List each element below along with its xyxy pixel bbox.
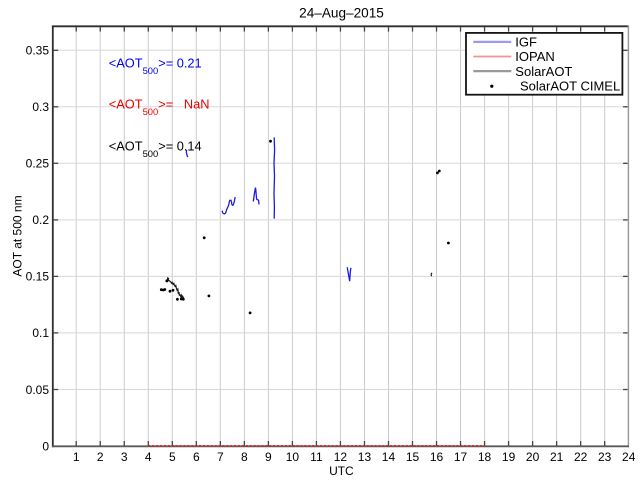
svg-text:AOT at 500 nm: AOT at 500 nm	[10, 195, 24, 276]
svg-text:7: 7	[217, 450, 224, 464]
svg-text:0.25: 0.25	[26, 157, 50, 171]
svg-text:15: 15	[406, 450, 420, 464]
svg-text:16: 16	[430, 450, 444, 464]
svg-text:0.05: 0.05	[26, 383, 50, 397]
svg-text:8: 8	[241, 450, 248, 464]
svg-text:6: 6	[193, 450, 200, 464]
svg-text:24: 24	[622, 450, 636, 464]
svg-text:9: 9	[265, 450, 272, 464]
svg-text:24–Aug–2015: 24–Aug–2015	[299, 6, 384, 21]
svg-text:2: 2	[97, 450, 104, 464]
svg-text:IOPAN: IOPAN	[515, 49, 555, 64]
svg-text:0.15: 0.15	[26, 270, 50, 284]
svg-text:IGF: IGF	[515, 35, 537, 50]
svg-text:0.2: 0.2	[32, 213, 49, 227]
svg-text:14: 14	[382, 450, 396, 464]
svg-text:UTC: UTC	[329, 464, 354, 478]
svg-text:13: 13	[358, 450, 372, 464]
svg-text:20: 20	[526, 450, 540, 464]
svg-text:21: 21	[550, 450, 564, 464]
svg-text:23: 23	[598, 450, 612, 464]
svg-text:10: 10	[286, 450, 300, 464]
svg-text:0.3: 0.3	[32, 100, 49, 114]
svg-text:11: 11	[310, 450, 323, 464]
svg-text:SolarAOT CIMEL: SolarAOT CIMEL	[520, 78, 620, 93]
svg-text:18: 18	[478, 450, 492, 464]
svg-text:22: 22	[574, 450, 588, 464]
svg-text:17: 17	[454, 450, 468, 464]
svg-text:5: 5	[169, 450, 176, 464]
svg-text:1: 1	[73, 450, 80, 464]
svg-text:19: 19	[502, 450, 516, 464]
svg-text:SolarAOT: SolarAOT	[515, 64, 572, 79]
svg-text:0.35: 0.35	[26, 44, 50, 58]
svg-text:3: 3	[121, 450, 128, 464]
svg-text:12: 12	[334, 450, 348, 464]
svg-text:0.1: 0.1	[32, 326, 49, 340]
svg-text:0: 0	[42, 440, 49, 454]
svg-text:4: 4	[145, 450, 152, 464]
